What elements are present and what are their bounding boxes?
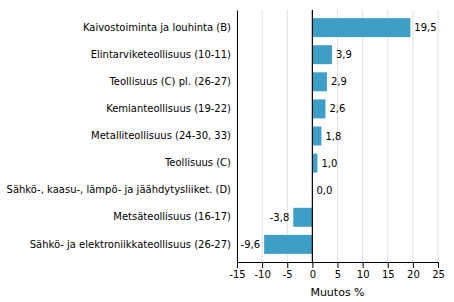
grid-line	[287, 10, 288, 262]
data-label: 1,0	[321, 158, 337, 169]
x-tick-mark	[388, 262, 389, 268]
grid-line	[312, 10, 313, 262]
data-label: -3,8	[270, 212, 290, 223]
x-tick-label: 10	[357, 269, 370, 280]
data-label: 1,8	[325, 131, 341, 142]
x-tick: 5	[335, 262, 341, 280]
y-tick-label: Sähkö-, kaasu-, lämpö- ja jäähdytysliike…	[7, 184, 232, 195]
y-tick-label: Elintarviketeollisuus (10-11)	[91, 49, 231, 60]
x-tick-mark	[438, 262, 439, 268]
chart-svg: -15 -10 -5 0 5 10 15 20 25 Sähkö- ja elektroniikk…	[0, 0, 454, 302]
y-tick-label: Teollisuus (C)	[164, 157, 231, 168]
x-tick-label: 25	[432, 269, 445, 280]
x-axis-title: Muutos %	[310, 286, 364, 299]
x-tick-label: -5	[283, 269, 293, 280]
y-tick-label: Sähkö- ja elektroniikkateollisuus (26-27…	[30, 239, 231, 250]
y-tick: Teollisuus (C)	[164, 157, 237, 168]
x-tick-mark	[287, 262, 288, 268]
y-tick: Elintarviketeollisuus (10-11)	[91, 49, 237, 60]
bar	[312, 45, 332, 64]
x-tick: 25	[432, 262, 445, 280]
zero-line	[312, 10, 313, 262]
grid-line	[412, 10, 413, 262]
grid-line	[362, 10, 363, 262]
data-label: 2,9	[331, 76, 347, 87]
x-tick-mark	[413, 262, 414, 268]
bar	[312, 18, 410, 37]
x-tick-label: -15	[229, 269, 245, 280]
y-tick-label: Metalliteollisuus (24-30, 33)	[91, 130, 231, 141]
y-tick: Sähkö-, kaasu-, lämpö- ja jäähdytysliike…	[7, 184, 237, 195]
bar	[312, 154, 317, 173]
y-tick: Kaivostoiminta ja louhinta (B)	[83, 22, 237, 33]
bars	[264, 18, 410, 254]
y-tick: Metsäteollisuus (16-17)	[113, 211, 237, 222]
x-tick-label: -10	[254, 269, 270, 280]
axis-domain	[237, 11, 238, 263]
x-tick-mark	[363, 262, 364, 268]
data-labels: -9,6 -3,8 0,0 1,0 1,8 2,6 2,9 3,9 19,5	[241, 22, 437, 250]
y-tick-label: Kaivostoiminta ja louhinta (B)	[83, 22, 231, 33]
grid-line	[387, 10, 388, 262]
plot: -15 -10 -5 0 5 10 15 20 25 Sähkö- ja elektroniikk…	[7, 10, 445, 299]
data-label: 19,5	[414, 22, 436, 33]
bar	[264, 235, 312, 254]
x-tick-label: 0	[310, 269, 316, 280]
x-tick-mark	[262, 262, 263, 268]
x-tick-label: 20	[407, 269, 420, 280]
x-tick: 0	[310, 262, 316, 280]
x-tick: 10	[357, 262, 370, 280]
y-axis: Sähkö- ja elektroniikkateollisuus (26-27…	[7, 11, 238, 263]
bar	[312, 99, 325, 118]
bar	[312, 72, 327, 91]
x-axis: -15 -10 -5 0 5 10 15 20 25	[229, 262, 445, 280]
x-tick-mark	[237, 262, 238, 268]
x-tick: 15	[382, 262, 395, 280]
data-label: -9,6	[241, 239, 261, 250]
chart-container: -15 -10 -5 0 5 10 15 20 25 Sähkö- ja elektroniikk…	[0, 0, 454, 302]
x-tick: 20	[407, 262, 420, 280]
grid-line	[262, 10, 263, 262]
x-tick: -15	[229, 262, 245, 280]
x-tick-mark	[312, 262, 313, 268]
grid-line	[438, 10, 439, 262]
x-tick: -10	[254, 262, 270, 280]
x-tick: -5	[283, 262, 293, 280]
y-tick: Sähkö- ja elektroniikkateollisuus (26-27…	[30, 239, 237, 250]
grid-line	[237, 10, 238, 262]
data-label: 3,9	[336, 49, 352, 60]
y-tick: Kemianteollisuus (19-22)	[106, 103, 237, 114]
x-tick-label: 15	[382, 269, 395, 280]
x-tick-label: 5	[335, 269, 341, 280]
axis-domain	[238, 263, 439, 269]
y-tick: Metalliteollisuus (24-30, 33)	[91, 130, 237, 141]
y-tick: Teollisuus (C) pl. (26-27)	[108, 76, 237, 87]
y-tick-label: Metsäteollisuus (16-17)	[113, 211, 231, 222]
bar	[293, 208, 312, 227]
grid	[237, 10, 438, 262]
data-label: 0,0	[316, 185, 332, 196]
bar	[312, 127, 321, 146]
x-tick-mark	[338, 262, 339, 268]
data-label: 2,6	[329, 103, 345, 114]
y-tick-label: Teollisuus (C) pl. (26-27)	[108, 76, 231, 87]
y-tick-label: Kemianteollisuus (19-22)	[106, 103, 231, 114]
